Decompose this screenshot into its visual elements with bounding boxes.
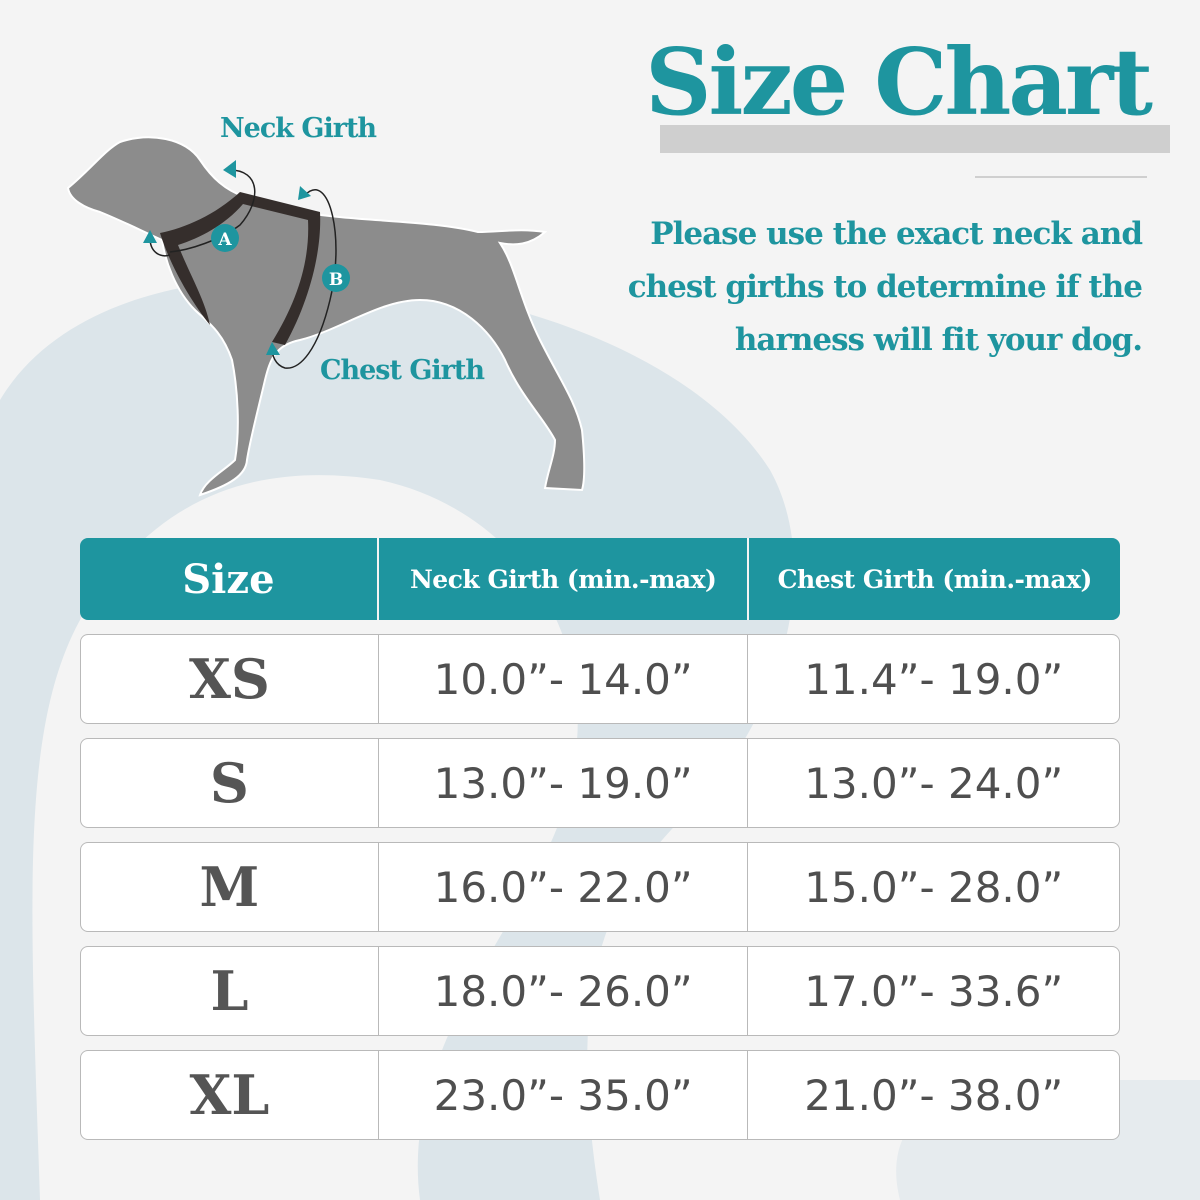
table-row: XL 23.0”- 35.0” 21.0”- 38.0” xyxy=(80,1050,1120,1140)
table-row: M 16.0”- 22.0” 15.0”- 28.0” xyxy=(80,842,1120,932)
title-underline-bar xyxy=(660,125,1170,153)
chest-cell: 11.4”- 19.0” xyxy=(804,654,1064,704)
size-cell: XS xyxy=(81,635,379,723)
size-cell: XL xyxy=(81,1051,379,1139)
chest-cell: 17.0”- 33.6” xyxy=(804,966,1064,1016)
neck-cell: 10.0”- 14.0” xyxy=(379,635,749,723)
size-cell: S xyxy=(81,739,379,827)
header-size: Size xyxy=(80,538,379,620)
marker-a-circle xyxy=(211,224,239,252)
neck-cell: 16.0”- 22.0” xyxy=(379,843,749,931)
arrowhead-icon xyxy=(266,342,280,355)
table-row: S 13.0”- 19.0” 13.0”- 24.0” xyxy=(80,738,1120,828)
chest-cell: 15.0”- 28.0” xyxy=(804,862,1064,912)
table-row: L 18.0”- 26.0” 17.0”- 33.6” xyxy=(80,946,1120,1036)
arrowhead-icon xyxy=(223,160,236,178)
arrowhead-icon xyxy=(143,230,157,243)
chest-cell: 21.0”- 38.0” xyxy=(804,1070,1064,1120)
neck-cell: 23.0”- 35.0” xyxy=(379,1051,749,1139)
harness xyxy=(160,192,321,345)
fit-instructions: Please use the exact neck and chest girt… xyxy=(627,216,1143,358)
marker-b: B xyxy=(329,270,343,290)
chest-cell: 13.0”- 24.0” xyxy=(804,758,1064,808)
chest-girth-label: Chest Girth xyxy=(320,355,485,386)
size-table: Size Neck Girth (min.-max) Chest Girth (… xyxy=(80,538,1120,1140)
neck-girth-label: Neck Girth xyxy=(220,113,377,144)
header-neck-girth: Neck Girth (min.-max) xyxy=(379,538,750,620)
marker-a: A xyxy=(217,230,232,250)
divider xyxy=(975,176,1147,178)
neck-arrow xyxy=(169,169,256,253)
neck-cell: 18.0”- 26.0” xyxy=(379,947,749,1035)
dog-illustration: A B xyxy=(66,136,586,497)
header-chest-girth: Chest Girth (min.-max) xyxy=(777,564,1093,594)
chest-arrow xyxy=(271,189,337,369)
marker-b-circle xyxy=(322,264,350,292)
neck-cell: 13.0”- 19.0” xyxy=(379,739,749,827)
page-title: Size Chart xyxy=(645,28,1153,136)
size-cell: M xyxy=(81,843,379,931)
table-header: Size Neck Girth (min.-max) Chest Girth (… xyxy=(80,538,1120,620)
arrowhead-icon xyxy=(298,186,311,200)
size-cell: L xyxy=(81,947,379,1035)
table-row: XS 10.0”- 14.0” 11.4”- 19.0” xyxy=(80,634,1120,724)
